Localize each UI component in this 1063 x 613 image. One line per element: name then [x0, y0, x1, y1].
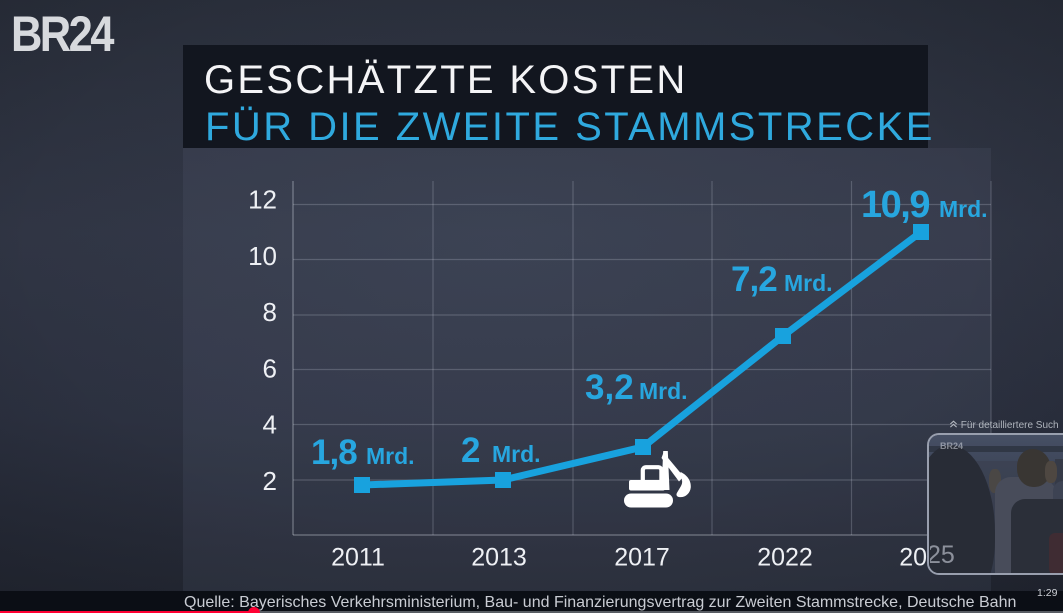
svg-text:Mrd.: Mrd.	[639, 378, 688, 404]
svg-text:7,2: 7,2	[731, 260, 777, 299]
svg-text:3,2: 3,2	[585, 368, 634, 407]
svg-text:2: 2	[461, 431, 480, 470]
svg-text:2022: 2022	[757, 544, 813, 572]
svg-text:8: 8	[263, 297, 277, 327]
svg-text:6: 6	[263, 353, 277, 383]
svg-text:2013: 2013	[471, 544, 527, 572]
svg-text:4: 4	[263, 410, 277, 440]
svg-text:12: 12	[248, 185, 277, 215]
svg-text:10: 10	[248, 241, 277, 271]
svg-text:Mrd.: Mrd.	[492, 441, 541, 467]
svg-text:Mrd.: Mrd.	[784, 270, 833, 296]
svg-text:2: 2	[263, 466, 277, 496]
svg-text:Mrd.: Mrd.	[366, 443, 415, 469]
svg-text:10,9: 10,9	[861, 184, 929, 226]
svg-text:1,8: 1,8	[311, 433, 357, 472]
svg-text:Mrd.: Mrd.	[939, 196, 988, 222]
svg-text:2011: 2011	[331, 544, 385, 572]
svg-text:2017: 2017	[614, 544, 670, 572]
